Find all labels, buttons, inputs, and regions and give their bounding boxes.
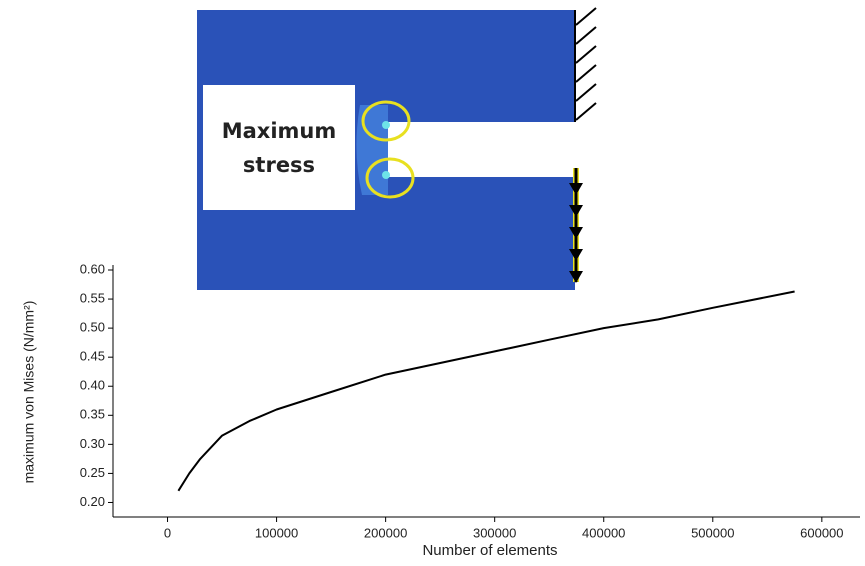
x-tick-label: 100000: [255, 525, 298, 540]
y-axis-label: maximum von Mises (N/mm²): [21, 301, 37, 484]
y-tick-label: 0.45: [80, 349, 105, 364]
x-tick-label: 500000: [691, 525, 734, 540]
data-line: [178, 292, 794, 491]
y-tick-label: 0.40: [80, 378, 105, 393]
annotation: Maximum stress: [203, 85, 355, 210]
y-tick-label: 0.20: [80, 494, 105, 509]
fixed-support: [575, 8, 596, 122]
stress-zone: [356, 105, 388, 195]
x-tick-label: 600000: [800, 525, 843, 540]
y-tick-label: 0.30: [80, 436, 105, 451]
y-tick-label: 0.55: [80, 290, 105, 305]
y-tick-label: 0.25: [80, 465, 105, 480]
hot-spot: [382, 171, 390, 179]
hot-spot: [382, 121, 390, 129]
slot: [388, 122, 575, 177]
x-tick-label: 200000: [364, 525, 407, 540]
x-axis-label: Number of elements: [422, 542, 557, 559]
y-tick-label: 0.60: [80, 261, 105, 276]
x-tick-label: 300000: [473, 525, 516, 540]
x-tick-label: 0: [164, 525, 171, 540]
y-tick-label: 0.50: [80, 320, 105, 335]
chart: Number of elements maximum von Mises (N/…: [0, 0, 865, 566]
y-tick-label: 0.35: [80, 407, 105, 422]
x-tick-label: 400000: [582, 525, 625, 540]
page: {"chart_data": {"type": "line", "x_label…: [0, 0, 865, 566]
